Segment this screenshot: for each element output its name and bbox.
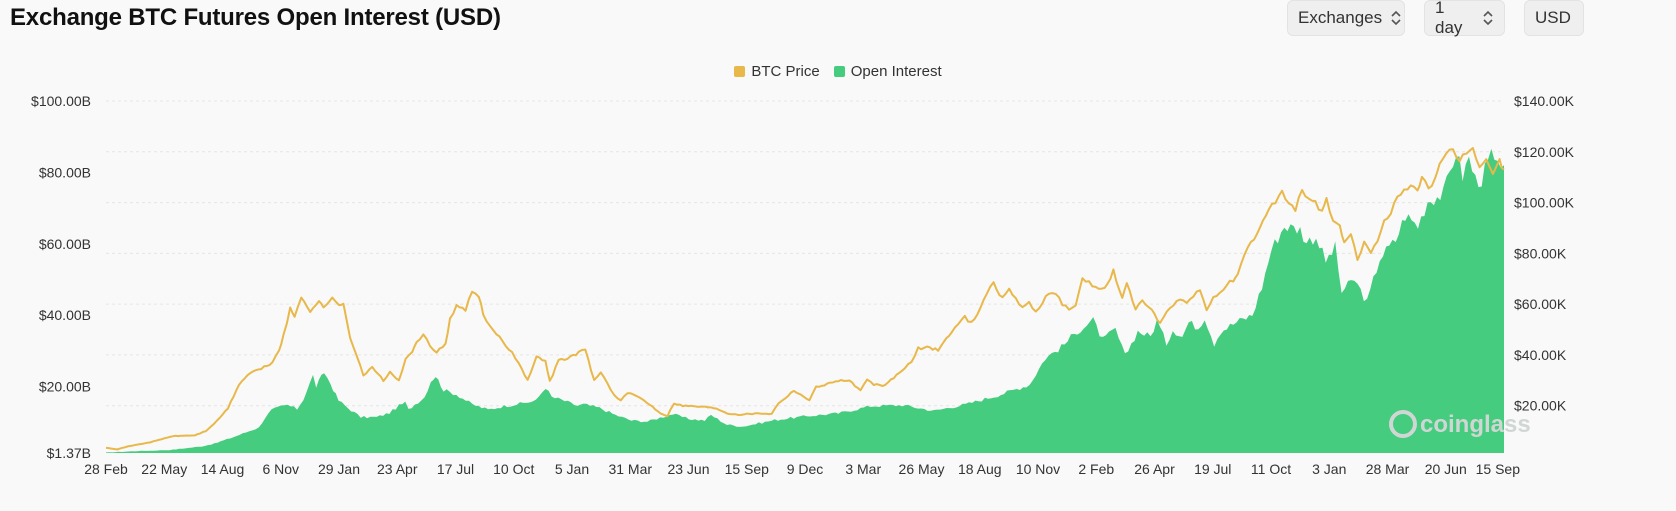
open-interest-area — [106, 148, 1504, 453]
chart-legend: BTC Price Open Interest — [0, 63, 1676, 80]
legend-item-open-interest[interactable]: Open Interest — [833, 63, 942, 80]
x-tick-label: 3 Mar — [845, 461, 881, 477]
x-tick-label: 6 Nov — [262, 461, 299, 477]
y-right-tick-label: $80.00K — [1514, 245, 1567, 261]
interval-dropdown[interactable]: 1 day — [1424, 0, 1505, 37]
btc-price-line — [105, 147, 1505, 451]
x-tick-label: 18 Aug — [958, 461, 1002, 477]
x-tick-label: 22 May — [141, 461, 187, 477]
chevron-up-down-icon — [1482, 9, 1494, 27]
x-tick-label: 2 Feb — [1078, 461, 1114, 477]
y-left-tick-label: $1.37B — [47, 445, 91, 461]
watermark-text: coinglass — [1420, 411, 1531, 438]
y-left-tick-label: $60.00B — [39, 236, 91, 252]
legend-item-btc-price[interactable]: BTC Price — [734, 63, 820, 80]
page-title: Exchange BTC Futures Open Interest (USD) — [10, 4, 501, 31]
y-left-tick-label: $80.00B — [39, 164, 91, 180]
y-left-tick-label: $40.00B — [39, 307, 91, 323]
y-right-tick-label: $40.00K — [1514, 347, 1567, 363]
x-tick-label: 10 Nov — [1016, 461, 1060, 477]
x-tick-label: 10 Oct — [493, 461, 534, 477]
interval-dropdown-label: 1 day — [1435, 0, 1463, 37]
x-tick-label: 28 Mar — [1366, 461, 1410, 477]
y-right-tick-label: $60.00K — [1514, 296, 1567, 312]
currency-dropdown[interactable]: USD — [1524, 0, 1584, 36]
x-tick-label: 5 Jan — [555, 461, 589, 477]
x-tick-label: 15 Sep — [725, 461, 770, 477]
chevron-up-down-icon — [1390, 9, 1402, 27]
x-tick-label: 11 Oct — [1251, 461, 1291, 477]
exchanges-dropdown[interactable]: Exchanges — [1287, 0, 1405, 36]
y-right-tick-label: $100.00K — [1514, 195, 1575, 211]
x-tick-label: 19 Jul — [1194, 461, 1231, 477]
x-tick-label: 23 Jun — [667, 461, 709, 477]
x-tick-label: 26 May — [899, 461, 945, 477]
legend-label-open-interest: Open Interest — [850, 63, 942, 80]
y-right-tick-label: $20.00K — [1514, 398, 1567, 414]
x-tick-label: 3 Jan — [1312, 461, 1346, 477]
legend-swatch-btc-price — [734, 66, 746, 77]
y-left-tick-label: $20.00B — [39, 379, 91, 395]
coinglass-logo-icon — [1389, 410, 1417, 438]
y-right-tick-label: $140.00K — [1514, 93, 1575, 109]
x-tick-label: 28 Feb — [84, 461, 128, 477]
x-tick-label: 14 Aug — [201, 461, 245, 477]
x-tick-label: 15 Sep — [1476, 461, 1521, 477]
x-tick-label: 29 Jan — [318, 461, 360, 477]
exchanges-dropdown-label: Exchanges — [1298, 8, 1383, 27]
legend-swatch-open-interest — [833, 66, 845, 77]
y-right-tick-label: $120.00K — [1514, 144, 1575, 160]
x-tick-label: 20 Jun — [1425, 461, 1467, 477]
x-tick-label: 23 Apr — [377, 461, 418, 477]
y-left-tick-label: $100.00B — [31, 93, 91, 109]
x-tick-label: 26 Apr — [1134, 461, 1175, 477]
x-tick-label: 17 Jul — [437, 461, 474, 477]
x-tick-label: 31 Mar — [608, 461, 652, 477]
currency-dropdown-label: USD — [1535, 8, 1571, 27]
legend-label-btc-price: BTC Price — [751, 63, 820, 80]
x-tick-label: 9 Dec — [787, 461, 824, 477]
